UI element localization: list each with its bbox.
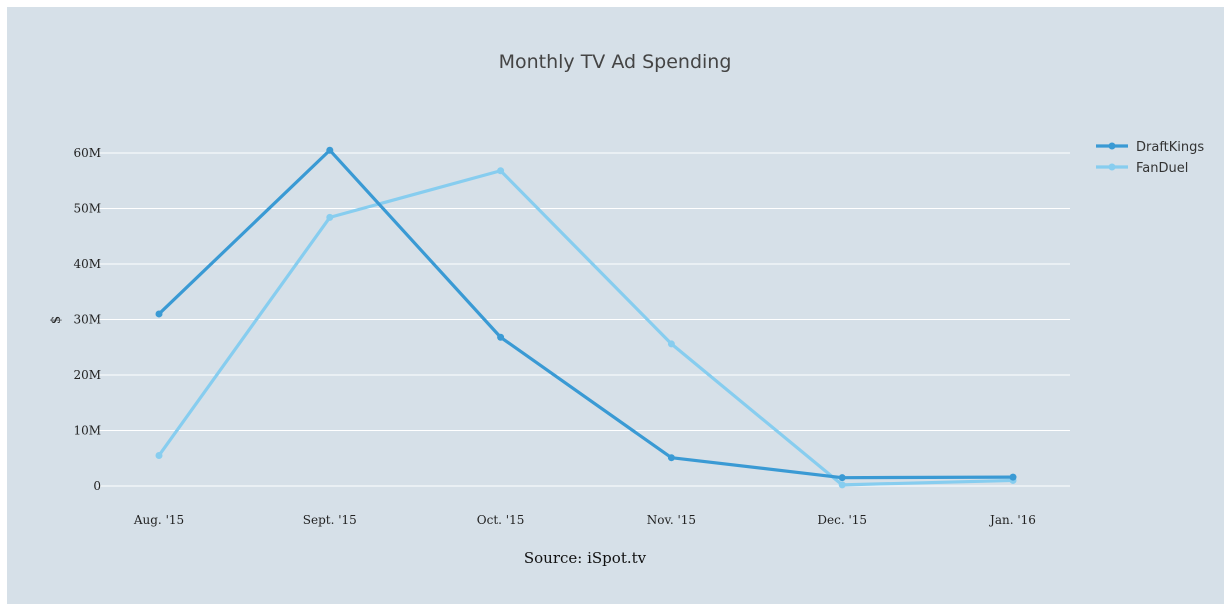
- data-point-draftkings: [155, 310, 163, 318]
- x-tick-label: Nov. '15: [647, 513, 696, 527]
- data-point-draftkings: [838, 474, 846, 482]
- data-point-fanduel: [326, 213, 334, 221]
- x-axis-ticks: Aug. '15 Sept. '15 Oct. '15 Nov. '15 Dec. '1…: [133, 513, 1036, 527]
- y-tick-label: 30M: [73, 313, 101, 327]
- series-line-fanduel: [157, 169, 1015, 487]
- legend-item-fanduel[interactable]: FanDuel: [1096, 161, 1188, 176]
- data-point-fanduel: [497, 167, 505, 175]
- series-draftkings: [155, 146, 1017, 482]
- line-chart: Monthly TV Ad Spending 0 10M 20M 30M 40M 50M 6…: [49, 51, 1204, 567]
- data-point-fanduel: [838, 481, 846, 489]
- data-point-draftkings: [326, 146, 334, 154]
- legend-item-draftkings[interactable]: DraftKings: [1096, 140, 1204, 155]
- data-point-draftkings: [497, 333, 505, 341]
- series-fanduel: [155, 167, 1017, 489]
- gridlines: [97, 152, 1070, 487]
- y-axis-ticks: 0 10M 20M 30M 40M 50M 60M: [73, 146, 101, 493]
- y-tick-label: 20M: [73, 368, 101, 382]
- y-tick-label: 40M: [73, 257, 101, 271]
- legend[interactable]: DraftKings FanDuel: [1096, 140, 1204, 176]
- legend-marker-draftkings: [1108, 142, 1116, 150]
- x-axis-label: Source: iSpot.tv: [524, 549, 647, 567]
- y-axis-label: $: [49, 316, 64, 324]
- y-tick-label: 0: [93, 479, 101, 493]
- data-point-draftkings: [1009, 473, 1017, 481]
- legend-label-fanduel: FanDuel: [1136, 161, 1188, 176]
- series-line-draftkings: [157, 148, 1015, 480]
- legend-marker-fanduel: [1108, 163, 1116, 171]
- data-point-fanduel: [155, 451, 163, 459]
- x-tick-label: Aug. '15: [133, 513, 184, 527]
- y-tick-label: 10M: [73, 424, 101, 438]
- x-tick-label: Oct. '15: [477, 513, 525, 527]
- chart-title: Monthly TV Ad Spending: [499, 51, 732, 73]
- x-tick-label: Sept. '15: [303, 513, 357, 527]
- x-tick-label: Jan. '16: [988, 513, 1036, 527]
- data-point-fanduel: [667, 340, 675, 348]
- chart-panel: Monthly TV Ad Spending 0 10M 20M 30M 40M 50M 6…: [7, 7, 1224, 604]
- data-point-draftkings: [667, 454, 675, 462]
- y-tick-label: 60M: [73, 146, 101, 160]
- series-lines: [155, 146, 1017, 489]
- y-tick-label: 50M: [73, 202, 101, 216]
- legend-label-draftkings: DraftKings: [1136, 140, 1204, 155]
- x-tick-label: Dec. '15: [817, 513, 867, 527]
